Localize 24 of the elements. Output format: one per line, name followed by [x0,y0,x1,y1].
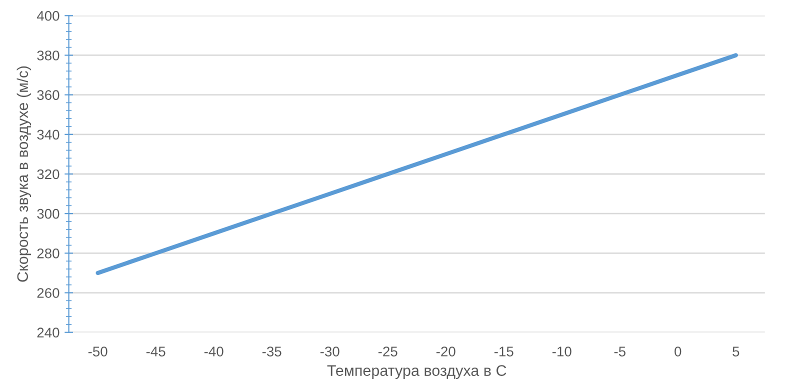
x-tick-label: 5 [732,346,740,356]
y-tick-label: 240 [37,328,60,338]
y-tick-label: 400 [36,10,60,21]
y-tick-label: 340 [37,130,60,140]
x-tick-label: -50 [88,346,108,356]
x-tick-label: 0 [674,346,682,356]
x-tick-label: -40 [204,346,224,356]
x-tick-label: -20 [436,346,456,356]
x-tick-label: -45 [146,346,166,356]
y-tick-label: 360 [37,90,60,100]
x-tick-label: -25 [378,346,398,356]
y-axis-title: Скорость звука в воздухе (м/с) [16,66,32,282]
y-tick-label: 320 [37,169,60,180]
line-series [96,53,738,276]
x-tick-label: -30 [320,346,340,356]
y-tick-label: 280 [37,248,60,258]
x-tick-label: -35 [262,346,282,356]
y-tick-label: 300 [37,208,60,219]
y-tick-label: 260 [37,288,60,298]
x-tick-label: -10 [552,346,572,356]
x-axis-title: Температура воздуха в С [327,365,506,379]
y-tick-label: 380 [37,50,60,60]
x-tick-label: -5 [614,346,626,356]
x-tick-label: -15 [494,346,514,356]
